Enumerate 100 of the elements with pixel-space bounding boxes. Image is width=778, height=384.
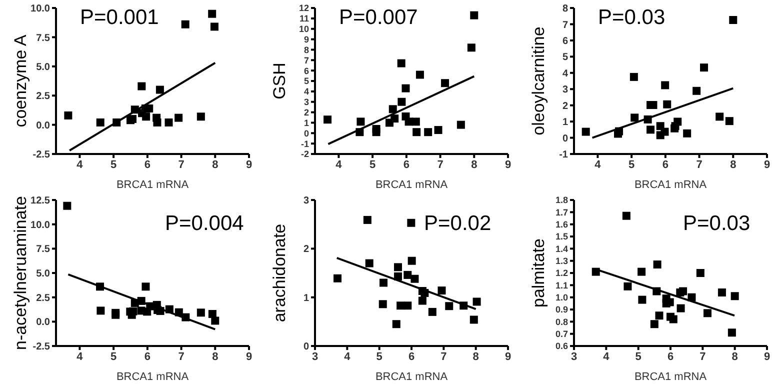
y-tick-label: 0.0	[36, 120, 50, 132]
x-tick-label: 4	[603, 350, 610, 363]
x-tick-label: 6	[408, 350, 415, 363]
x-tick-label: 5	[376, 350, 382, 363]
y-tick-label: 0.6	[555, 341, 568, 352]
y-tick-label: 5	[562, 52, 568, 64]
x-tick-label: 8	[212, 158, 218, 171]
y-tick-label: -2.5	[32, 150, 50, 161]
y-axis-title: n-acetylneruaminate	[11, 196, 30, 350]
x-tick-label: 4	[336, 158, 343, 171]
x-tick-label: 7	[178, 158, 184, 171]
x-axis-title: BRCA1 mRNA	[634, 371, 708, 383]
y-axis-title: oleoylcarnitine	[529, 26, 548, 136]
y-tick-label: 5.0	[36, 62, 50, 73]
x-tick-label: 3	[570, 350, 578, 363]
y-tick-label: 1	[304, 118, 309, 128]
y-tick-label: 1.7	[555, 207, 568, 218]
x-tick-label: 6	[403, 158, 410, 171]
y-tick-label: 6	[304, 66, 309, 76]
y-tick-label: 10	[298, 24, 309, 34]
x-axis-title: BRCA1 mRNA	[634, 179, 708, 191]
x-tick-label: 8	[732, 350, 738, 363]
y-tick-label: 7.5	[36, 32, 50, 44]
x-tick-label: 7	[440, 350, 447, 363]
y-tick-label: -1	[559, 150, 568, 161]
y-tick-label: 7.5	[36, 244, 50, 256]
y-tick-label: 0.7	[555, 329, 568, 340]
x-axis-title: BRCA1 mRNA	[116, 371, 190, 383]
x-axis-title: BRCA1 mRNA	[116, 179, 190, 191]
x-tick-label: 9	[764, 158, 770, 171]
y-axis-title: coenzyme A	[11, 34, 30, 128]
y-tick-label: 8	[562, 4, 568, 15]
x-tick-label: 4	[594, 158, 602, 171]
x-tick-label: 8	[212, 350, 218, 363]
x-tick-label: 4	[344, 350, 352, 363]
annotation: P=0.001	[80, 6, 159, 30]
x-tick-label: 7	[700, 350, 706, 363]
y-tick-label: 1	[303, 292, 310, 304]
annotation: P=0.004	[165, 212, 244, 236]
y-tick-label: 0.8	[555, 316, 568, 327]
y-tick-label: 1	[562, 117, 568, 128]
y-tick-label: 1.0	[555, 292, 568, 303]
y-tick-label: 0.9	[555, 304, 568, 315]
y-tick-label: 10.0	[30, 220, 50, 231]
y-tick-label: 7	[562, 20, 568, 31]
y-tick-label: 6	[562, 36, 568, 47]
y-tick-label: 4	[562, 68, 568, 80]
y-tick-label: -1	[300, 138, 309, 149]
x-tick-label: 5	[635, 350, 642, 363]
x-tick-label: 4	[76, 158, 84, 171]
x-tick-label: 5	[110, 350, 117, 363]
y-tick-label: 3	[562, 84, 568, 96]
y-tick-label: -2	[300, 149, 309, 160]
x-tick-label: 9	[246, 158, 252, 171]
y-tick-label: 5.0	[36, 268, 50, 280]
x-tick-label: 6	[662, 158, 668, 171]
x-tick-label: 7	[437, 158, 444, 171]
x-tick-label: 3	[312, 350, 318, 363]
y-tick-label: 12.5	[30, 196, 50, 207]
x-tick-label: 8	[730, 158, 736, 171]
y-tick-label: 11	[299, 14, 309, 24]
y-tick-label: 5	[304, 76, 309, 86]
x-tick-label: 6	[144, 158, 150, 171]
x-tick-label: 6	[667, 350, 674, 363]
x-tick-label: 5	[370, 158, 376, 171]
y-tick-label: 8	[304, 44, 309, 55]
annotation: P=0.007	[339, 6, 418, 30]
y-tick-label: 2.5	[36, 91, 50, 102]
x-tick-label: 4	[76, 350, 84, 363]
x-tick-label: 8	[472, 350, 479, 363]
y-tick-label: -2.5	[32, 342, 50, 353]
x-axis-title: BRCA1 mRNA	[375, 179, 448, 191]
x-tick-label: 5	[628, 158, 635, 171]
y-tick-label: 3	[304, 97, 309, 108]
y-tick-label: 2.5	[36, 292, 50, 304]
y-axis-title: arachidonate	[270, 224, 290, 322]
x-tick-label: 6	[144, 350, 150, 363]
x-tick-label: 9	[504, 158, 512, 171]
y-tick-label: 1.6	[555, 220, 568, 230]
annotation: P=0.03	[598, 6, 666, 30]
y-tick-label: 2	[562, 100, 568, 112]
x-tick-label: 9	[504, 350, 512, 363]
x-tick-label: 7	[178, 350, 184, 363]
y-tick-label: 1.1	[555, 280, 568, 290]
y-axis-title: palmitate	[529, 238, 548, 308]
y-tick-label: 1.8	[555, 195, 568, 206]
y-tick-label: 1.4	[555, 244, 568, 254]
y-tick-label: 1.5	[555, 232, 568, 242]
x-tick-label: 7	[696, 158, 702, 171]
y-tick-label: 1.3	[555, 256, 568, 266]
annotation: P=0.03	[683, 212, 750, 236]
y-tick-label: 1.2	[555, 268, 568, 278]
y-tick-label: 7	[304, 55, 309, 66]
y-tick-label: 3	[303, 196, 310, 207]
y-tick-label: 0.0	[36, 317, 50, 328]
y-tick-label: 9	[304, 34, 309, 44]
y-tick-label: 10.0	[30, 4, 50, 15]
x-tick-label: 8	[471, 158, 478, 171]
annotation: P=0.02	[424, 212, 492, 236]
x-tick-label: 9	[246, 350, 252, 363]
